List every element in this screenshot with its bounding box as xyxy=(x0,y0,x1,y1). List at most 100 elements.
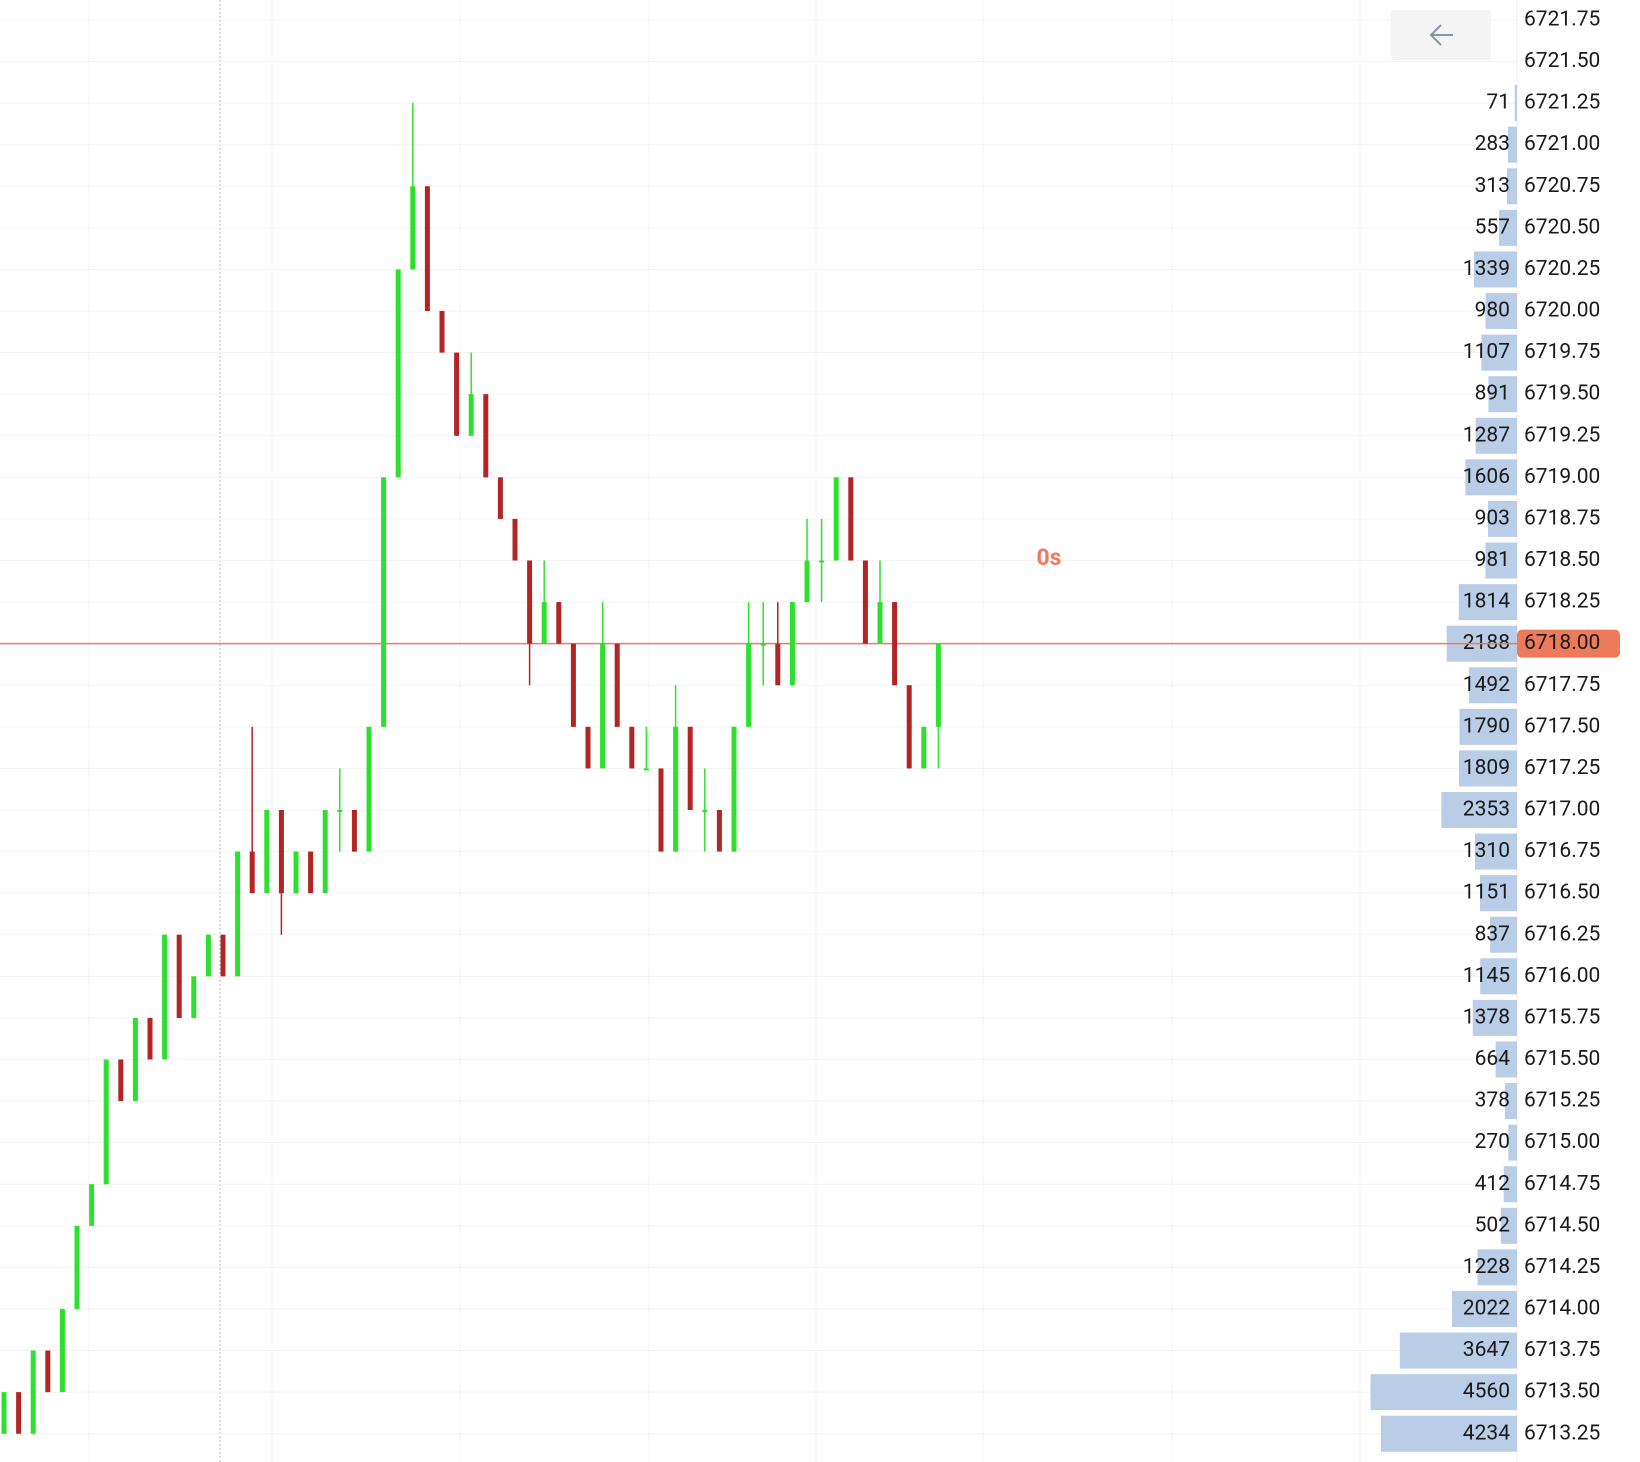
volume-bar xyxy=(1514,85,1517,122)
candle-body xyxy=(629,726,635,769)
candle-body xyxy=(132,1017,138,1102)
volume-bar xyxy=(1503,1166,1517,1203)
y-tick-label: 6715.00 xyxy=(1524,1130,1600,1154)
candle-body xyxy=(892,602,898,686)
volume-label: 4234 xyxy=(1463,1421,1510,1445)
candle-body xyxy=(89,1184,95,1226)
volume-label: 1790 xyxy=(1463,714,1510,738)
candle-body xyxy=(147,1017,153,1060)
volume-label: 1492 xyxy=(1463,673,1510,697)
candle-body xyxy=(30,1350,36,1434)
candle-body xyxy=(118,1059,124,1102)
volume-bar xyxy=(1485,293,1517,330)
volume-bar xyxy=(1399,1332,1517,1369)
y-tick-label: 6721.25 xyxy=(1524,91,1600,115)
volume-label: 1228 xyxy=(1463,1255,1510,1279)
volume-label: 3647 xyxy=(1463,1338,1510,1362)
candle-body xyxy=(921,726,927,769)
y-tick-label: 6719.25 xyxy=(1524,423,1600,447)
volume-bar xyxy=(1473,251,1517,288)
candle-body xyxy=(1,1392,7,1434)
volume-bar xyxy=(1500,1207,1517,1244)
volume-label: 1287 xyxy=(1463,423,1510,447)
y-tick-label: 6719.00 xyxy=(1524,465,1600,489)
candle-body xyxy=(468,394,474,436)
volume-label: 71 xyxy=(1486,91,1510,115)
candle-body xyxy=(264,810,270,894)
y-tick-label: 6718.25 xyxy=(1524,590,1600,614)
volume-bar xyxy=(1459,708,1517,745)
candle-body xyxy=(293,851,299,894)
candle-body xyxy=(527,560,533,644)
candle-body xyxy=(351,810,357,852)
volume-bar xyxy=(1488,376,1517,413)
volume-label: 1151 xyxy=(1463,881,1510,905)
back-arrow-icon[interactable] xyxy=(1429,24,1453,46)
candle-body xyxy=(410,186,416,270)
y-tick-label: 6720.00 xyxy=(1524,299,1600,323)
volume-bar xyxy=(1475,417,1517,454)
candle-body xyxy=(658,768,664,852)
candle-body xyxy=(731,726,737,852)
volume-label: 903 xyxy=(1475,506,1510,530)
volume-label: 4560 xyxy=(1463,1380,1510,1404)
candle-body xyxy=(687,726,693,811)
volume-label: 1809 xyxy=(1463,756,1510,780)
y-tick-label: 6714.00 xyxy=(1524,1297,1600,1321)
volume-bar xyxy=(1477,1249,1517,1286)
volume-bar xyxy=(1507,126,1517,163)
candle-body xyxy=(673,726,679,852)
y-tick-label: 6714.50 xyxy=(1524,1213,1600,1237)
volume-label: 1339 xyxy=(1463,257,1510,281)
y-tick-label: 6715.25 xyxy=(1524,1089,1600,1113)
y-tick-label: 6721.00 xyxy=(1524,132,1600,156)
candle-body xyxy=(220,934,226,977)
candle-body xyxy=(483,394,489,478)
volume-label: 980 xyxy=(1475,299,1510,323)
volume-bar xyxy=(1508,1124,1517,1161)
y-tick-label: 6720.25 xyxy=(1524,257,1600,281)
volume-bar xyxy=(1469,667,1517,704)
candle-body xyxy=(760,643,766,646)
volume-label: 1814 xyxy=(1463,590,1510,614)
y-tick-label: 6717.50 xyxy=(1524,714,1600,738)
candle-body xyxy=(439,311,445,353)
volume-bar xyxy=(1441,792,1517,829)
candle-body xyxy=(191,976,197,1018)
volume-bar xyxy=(1472,999,1517,1036)
y-tick-label: 6721.50 xyxy=(1524,49,1600,73)
candle-body xyxy=(935,643,941,727)
y-tick-label: 6717.25 xyxy=(1524,756,1600,780)
y-tick-label: 6716.25 xyxy=(1524,922,1600,946)
candle-body xyxy=(249,851,255,894)
candle-body xyxy=(235,851,241,977)
volume-label: 378 xyxy=(1475,1089,1510,1113)
volume-bar xyxy=(1481,334,1517,371)
volume-label: 283 xyxy=(1475,132,1510,156)
grid xyxy=(88,0,1518,1462)
volume-bar xyxy=(1485,542,1517,579)
y-tick-label: 6717.75 xyxy=(1524,673,1600,697)
volume-bar xyxy=(1490,916,1517,953)
candle-body xyxy=(585,726,591,769)
candle-body xyxy=(600,643,606,769)
volume-label: 1310 xyxy=(1463,839,1510,863)
volume-label: 664 xyxy=(1475,1047,1511,1071)
volume-label: 557 xyxy=(1475,215,1510,239)
candle-body xyxy=(614,643,620,727)
candle-body xyxy=(789,602,795,686)
y-tick-label: 6714.25 xyxy=(1524,1255,1600,1279)
candle-body xyxy=(45,1350,51,1393)
candle-body xyxy=(176,934,182,1018)
volume-bar xyxy=(1480,958,1517,995)
candle-body xyxy=(716,810,722,852)
volume-label: 270 xyxy=(1475,1130,1510,1154)
volume-label: 412 xyxy=(1475,1172,1511,1196)
volume-bar xyxy=(1452,1290,1517,1327)
volume-label: 891 xyxy=(1475,382,1510,406)
back-button[interactable] xyxy=(1391,10,1491,60)
candle-body xyxy=(819,560,825,563)
candle-body xyxy=(848,477,854,561)
candle-body xyxy=(570,643,576,727)
